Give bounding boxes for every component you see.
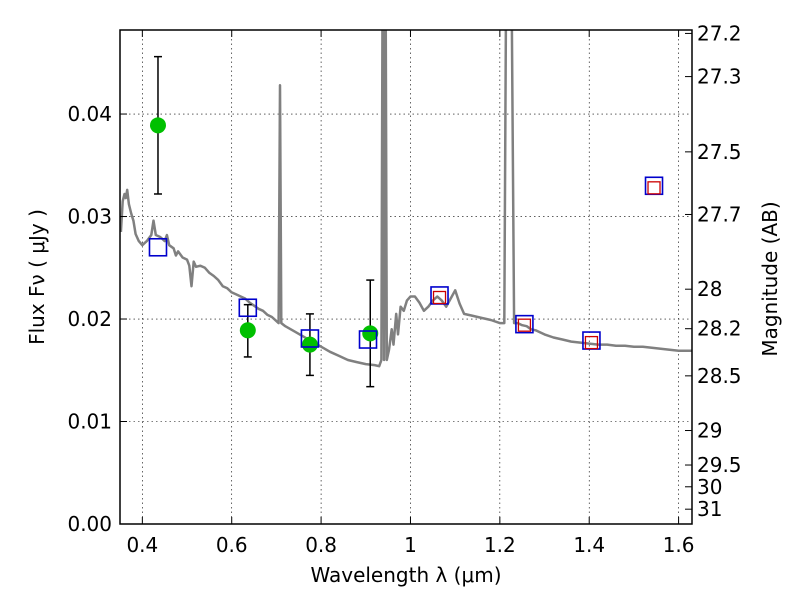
- plot-frame: [119, 29, 693, 525]
- x-tick-label: 0.6: [216, 533, 248, 557]
- plot-area: [120, 30, 692, 388]
- x-tick-label: 0.8: [305, 533, 337, 557]
- x-tick-label: 1.2: [484, 533, 516, 557]
- mag-tick-label: 27.7: [697, 202, 742, 226]
- y-tick-label: 0.03: [67, 205, 112, 229]
- mag-tick-label: 27.5: [697, 140, 742, 164]
- synthetic-flux-square-red: [432, 290, 447, 305]
- y-tick-label: 0.00: [67, 512, 112, 536]
- synthetic-flux-square-red: [517, 318, 532, 332]
- observed-flux-point: [301, 336, 318, 353]
- y-tick-label: 0.01: [67, 410, 112, 434]
- x-tick-label: 1: [404, 533, 417, 557]
- observed-flux-point: [362, 325, 379, 342]
- model-flux-square-blue: [515, 314, 534, 334]
- mag-tick-label: 27.2: [697, 21, 742, 45]
- model-flux-square-blue: [358, 330, 378, 349]
- mag-tick-label: 29.5: [697, 453, 742, 477]
- model-flux-square-blue: [238, 298, 258, 318]
- mag-tick-label: 30: [697, 475, 722, 499]
- ticks: 0.4 0.6 0.8 1 1.2 1.4 1.6 0.00 0.01 0.02 0.03 0.04 2…: [67, 21, 741, 557]
- mag-tick-label: 31: [697, 497, 722, 521]
- synthetic-flux-square-red: [584, 335, 599, 350]
- model-spectrum-line: [120, 30, 692, 368]
- mag-tick-label: 28.5: [697, 364, 742, 388]
- synthetic-flux-square-red: [647, 181, 661, 195]
- model-flux-square-blue: [300, 329, 320, 348]
- observed-flux-point: [149, 117, 166, 134]
- x-tick-label: 0.4: [126, 533, 158, 557]
- x-axis-label: Wavelength λ (μm): [310, 563, 501, 587]
- right-axis-label: Magnitude (AB): [758, 201, 782, 356]
- observed-flux-point: [239, 322, 256, 339]
- x-tick-label: 1.6: [663, 533, 695, 557]
- y-tick-label: 0.04: [67, 102, 112, 126]
- y-tick-label: 0.02: [67, 307, 112, 331]
- mag-tick-label: 28.2: [697, 317, 742, 341]
- model-flux-square-blue: [148, 237, 168, 257]
- y-axis-label: Flux Fν ( μJy ): [25, 209, 49, 345]
- mag-tick-label: 29: [697, 419, 722, 443]
- mag-tick-label: 28: [697, 277, 722, 301]
- mag-tick-label: 27.3: [697, 65, 742, 89]
- x-tick-label: 1.4: [573, 533, 605, 557]
